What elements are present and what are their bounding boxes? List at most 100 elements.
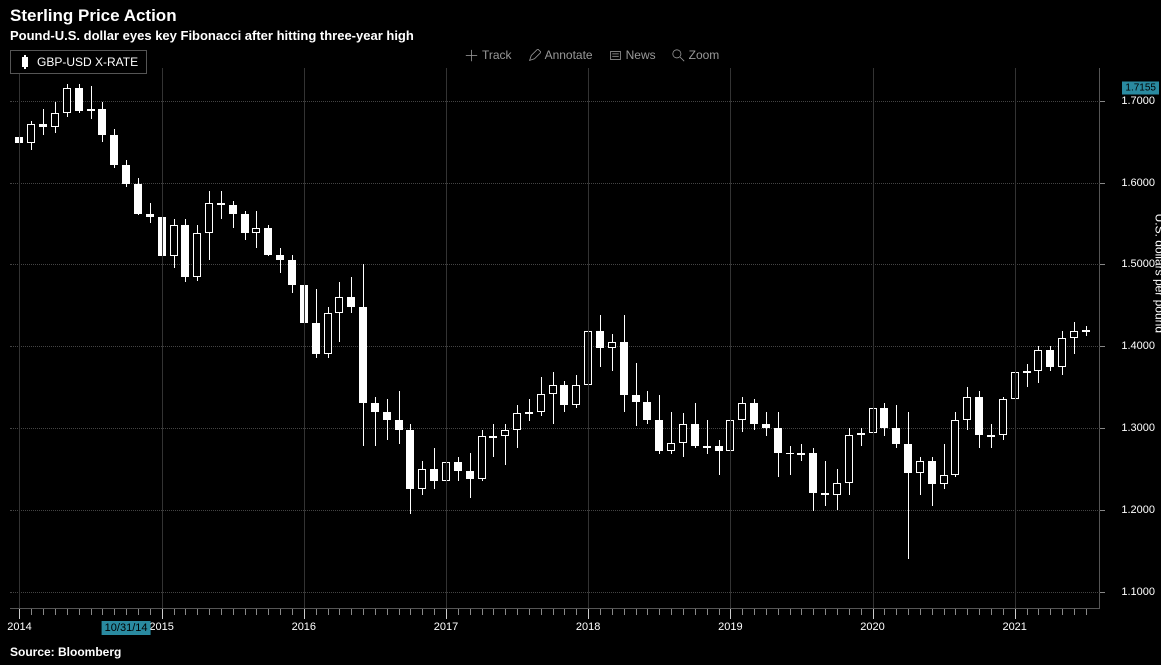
legend: GBP-USD X-RATE [10,50,147,74]
x-tick-minor [1074,609,1075,615]
candle-body [122,165,130,185]
x-year-label: 2014 [7,621,31,633]
x-tick-minor [766,609,767,615]
x-tick-major [1015,609,1016,619]
x-tick-major [162,609,163,619]
news-icon [609,49,622,62]
x-tick-minor [67,609,68,615]
x-tick-minor [517,609,518,615]
x-tick-minor [233,609,234,615]
candle-body [596,331,604,347]
candle-body [845,435,853,483]
candle-body [418,469,426,489]
candle-body [904,444,912,473]
x-tick-minor [399,609,400,615]
candle-body [703,446,711,448]
candle-body [821,493,829,495]
candle-body [892,428,900,444]
x-tick-minor [647,609,648,615]
crosshair-icon [465,49,478,62]
y-axis: 1.10001.20001.30001.40001.50001.60001.70… [1101,68,1161,608]
x-tick-minor [600,609,601,615]
candle-wick [553,372,554,424]
gridline-v [730,68,731,608]
zoom-label: Zoom [689,48,720,62]
x-year-label: 2015 [149,621,173,633]
x-tick-minor [624,609,625,615]
zoom-button[interactable]: Zoom [672,48,720,62]
x-tick-minor [564,609,565,615]
x-tick-minor [659,609,660,615]
news-button[interactable]: News [609,48,656,62]
candle-body [134,184,142,213]
y-tick-label: 1.1000 [1121,586,1155,598]
x-tick-minor [825,609,826,615]
x-year-label: 2021 [1002,621,1026,633]
x-tick-minor [671,609,672,615]
candle-body [229,205,237,213]
candle-wick [790,446,791,475]
candle-body [39,124,47,127]
x-tick-major [19,609,20,619]
candle-body [489,436,497,438]
candle-body [620,342,628,395]
x-highlighted-date: 10/31/14 [102,621,151,635]
candle-wick [387,399,388,440]
candle-body [430,469,438,481]
candle-body [667,443,675,451]
x-tick-minor [422,609,423,615]
x-tick-minor [707,609,708,615]
x-tick-minor [339,609,340,615]
candle-body [809,453,817,494]
x-tick-minor [837,609,838,615]
y-tick-label: 1.5000 [1121,258,1155,270]
candle-wick [529,399,530,421]
x-tick-major [446,609,447,619]
x-tick-minor [245,609,246,615]
chart-plot-area[interactable] [10,68,1100,608]
y-tick-label: 1.6000 [1121,177,1155,189]
candle-body [525,412,533,414]
x-tick-minor [967,609,968,615]
candle-body [146,214,154,217]
candle-body [324,313,332,354]
candle-body [98,109,106,135]
candle-wick [91,86,92,119]
y-axis-title: U.S. dollars per pound [1152,213,1161,332]
candle-body [513,413,521,429]
candle-body [715,446,723,451]
x-tick-minor [1027,609,1028,615]
gridline-h [10,183,1100,184]
x-tick-minor [375,609,376,615]
y-tick-label: 1.7000 [1121,95,1155,107]
x-tick-minor [434,609,435,615]
annotate-button[interactable]: Annotate [528,48,593,62]
x-tick-minor [1003,609,1004,615]
candle-body [679,424,687,443]
annotate-label: Annotate [545,48,593,62]
x-tick-minor [280,609,281,615]
gridline-h [10,428,1100,429]
candle-body [987,435,995,437]
gridline-v [19,68,20,608]
candle-body [63,88,71,113]
x-tick-minor [849,609,850,615]
candle-wick [1074,322,1075,355]
candle-body [264,228,272,255]
x-tick-minor [91,609,92,615]
chart-title: Sterling Price Action [10,6,1151,26]
candle-body [347,297,355,307]
x-tick-minor [470,609,471,615]
x-tick-major [873,609,874,619]
x-tick-minor [363,609,364,615]
candle-wick [707,420,708,454]
candle-body [537,394,545,412]
candle-body [1023,371,1031,373]
x-tick-minor [932,609,933,615]
x-tick-minor [955,609,956,615]
track-button[interactable]: Track [465,48,512,62]
x-tick-minor [612,609,613,615]
x-tick-minor [1086,609,1087,615]
x-tick-minor [884,609,885,615]
y-tick-label: 1.3000 [1121,422,1155,434]
